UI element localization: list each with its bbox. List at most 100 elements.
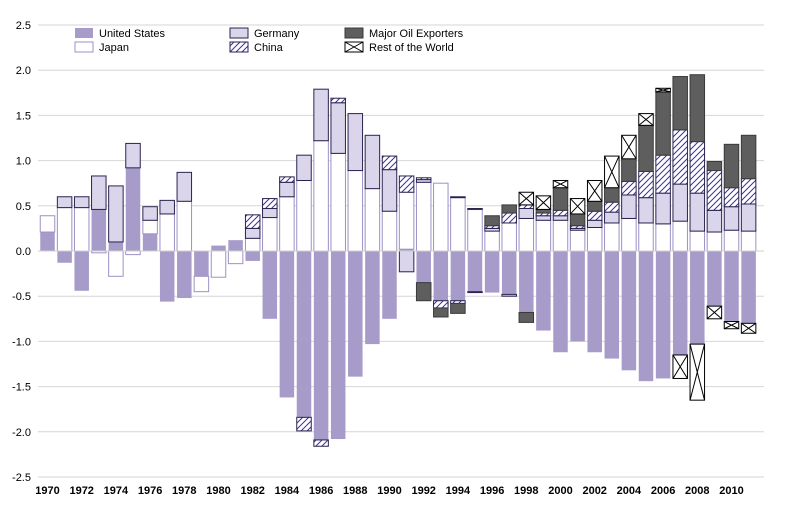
bar-segment [740, 322, 757, 334]
bar-segment [40, 232, 55, 251]
bar-segment [382, 251, 397, 319]
bar-segment [569, 229, 586, 252]
bar-segment-rect [638, 124, 654, 172]
bar-segment-cross [569, 198, 586, 215]
bar-segment-rect [689, 230, 706, 252]
bar-segment-rect [330, 102, 346, 154]
x-tick-label: 1992 [411, 485, 435, 497]
bar-segment [586, 179, 603, 202]
y-tick-label: 0.0 [16, 246, 31, 258]
bar-segment-rect [57, 251, 72, 263]
bar-segment-rect [108, 185, 124, 243]
y-tick-label: -2.5 [12, 472, 31, 484]
bar-segment-rect [210, 250, 227, 278]
bar-segment-rect [142, 206, 158, 221]
bar-segment-rect [39, 215, 56, 233]
bar-segment-rect [672, 183, 688, 222]
bar-segment [415, 177, 432, 181]
bar-segment-rect [672, 76, 688, 131]
bar-segment [74, 251, 89, 291]
bar-segment [398, 191, 415, 250]
bar-segment-rect [586, 226, 603, 252]
bar-segment [433, 307, 449, 318]
x-tick-label: 2006 [651, 485, 675, 497]
legend-swatch [75, 28, 93, 38]
bar-segment [621, 134, 637, 160]
bar-segment-rect [518, 204, 535, 210]
bar-segment [364, 134, 381, 190]
bar-segment-rect [244, 214, 261, 229]
bar-segment-rect [552, 209, 569, 217]
bar-segment [638, 170, 654, 199]
bar-segment [723, 206, 740, 231]
bar-segment [296, 251, 312, 418]
bar-segment-rect [638, 197, 654, 224]
bar-segment [723, 229, 740, 252]
bar-segment [638, 113, 654, 126]
bar-segment [364, 188, 381, 252]
bar-segment-rect [690, 251, 705, 345]
bar-segment [330, 251, 346, 440]
bar-segment-rect [74, 251, 89, 291]
bar-segment [518, 191, 535, 206]
bar-segment-rect [724, 251, 739, 322]
bar-segment [552, 215, 569, 221]
legend-label: Rest of the World [369, 42, 454, 54]
bar-segment-rect [741, 251, 756, 324]
bar-segment-rect [398, 191, 415, 250]
bar-segment-rect [73, 196, 90, 209]
bar-segment-rect [348, 251, 363, 377]
bar-segment-rect [330, 152, 346, 252]
bar-segment [296, 416, 312, 432]
x-tick-label: 1986 [309, 485, 333, 497]
bar-segment [621, 180, 637, 196]
bar-segment-rect [125, 167, 141, 251]
bar-segment [724, 251, 739, 322]
bar-segment [262, 251, 278, 319]
bar-segment [245, 251, 260, 261]
bar-segment-cross [553, 180, 568, 189]
bar-segment [569, 198, 586, 215]
bar-segment-rect [706, 209, 723, 233]
bar-segment [467, 208, 483, 252]
bar-segment-rect [655, 251, 671, 379]
bar-segment-rect [364, 188, 381, 252]
bar-segment-rect [553, 251, 568, 353]
bar-segment-rect [518, 311, 535, 323]
bar-segment-rect [347, 113, 364, 172]
bar-segment-rect [228, 240, 243, 251]
bar-segment-rect [655, 192, 671, 225]
bar-segment [689, 141, 706, 194]
bar-segment-rect [672, 251, 688, 355]
bar-segment [723, 321, 740, 330]
bar-segment-rect [689, 192, 706, 232]
bar-segment [604, 251, 620, 359]
bar-segment [672, 76, 688, 131]
bar-segment-rect [621, 158, 637, 182]
bar-segment [552, 219, 569, 252]
bar-segment-rect [56, 196, 73, 209]
bar-segment [501, 222, 517, 252]
bar-segment [365, 251, 380, 345]
legend-swatch-cross [344, 41, 364, 53]
bar-segment [638, 197, 654, 224]
bar-segment [553, 251, 568, 353]
bar-segment [193, 275, 210, 293]
x-tick-label: 1976 [138, 485, 162, 497]
bar-segment-rect [450, 196, 466, 199]
bar-segment-rect [433, 182, 449, 252]
bar-segment [433, 300, 449, 309]
bar-segment [91, 209, 107, 251]
bar-segment-rect [262, 198, 278, 210]
x-tick-label: 2008 [685, 485, 709, 497]
bar-segment-rect [244, 237, 261, 252]
bar-segment-rect [398, 250, 415, 273]
bar-segment [501, 293, 517, 297]
bar-segment-rect [296, 179, 312, 252]
bar-segment [536, 251, 551, 331]
bar-segment [348, 251, 363, 377]
bar-segment-rect [279, 196, 295, 252]
bar-segment [707, 251, 722, 307]
bar-segment-rect [501, 222, 517, 252]
